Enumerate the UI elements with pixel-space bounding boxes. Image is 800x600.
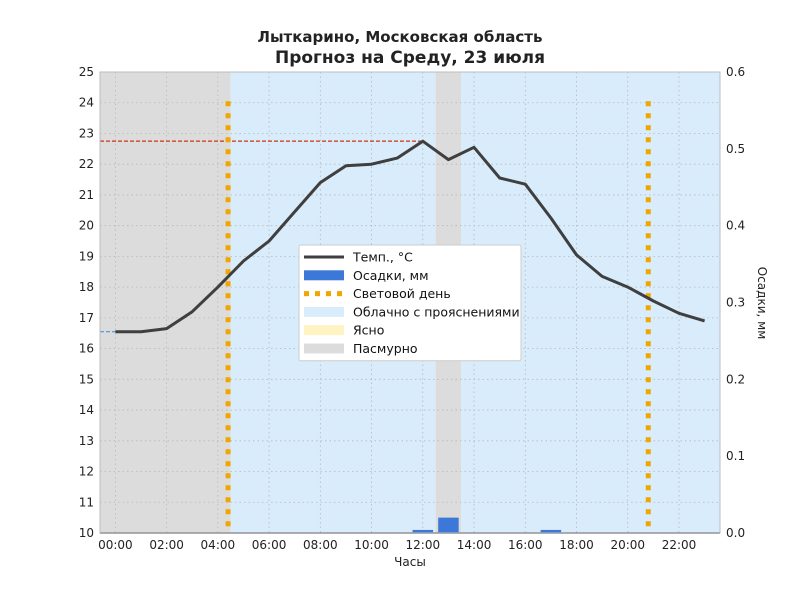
y-tick-label-left: 16	[79, 342, 94, 356]
plot-area: 00:00 02:00 04:00 06:00 08:00 10:00 12:00 14:00…	[79, 65, 745, 552]
legend: Темп., °C Осадки, мм Световой день Облачно …	[298, 244, 522, 362]
plot-frame	[99, 71, 721, 534]
legend-label: Осадки, мм	[353, 268, 429, 283]
condition-band	[100, 72, 231, 533]
precipitation-bar	[438, 517, 459, 533]
legend-swatch-condition	[304, 343, 344, 354]
x-tick-label: 04:00	[201, 538, 236, 552]
chart-subtitle: Прогноз на Среду, 23 июля	[275, 48, 545, 68]
precipitation-bar	[540, 529, 562, 533]
y-tick-label-left: 13	[79, 434, 94, 448]
legend-label: Темп., °C	[352, 250, 413, 265]
y-tick-label-left: 15	[79, 372, 94, 386]
legend-label: Пасмурно	[353, 341, 418, 356]
x-tick-label: 02:00	[149, 538, 184, 552]
precipitation-bar	[412, 529, 434, 533]
y-tick-label-right: 0.6	[726, 65, 745, 79]
x-tick-label: 12:00	[406, 538, 441, 552]
legend-swatch-condition	[304, 325, 344, 336]
y-tick-label-left: 14	[79, 403, 94, 417]
legend-label: Ясно	[353, 323, 384, 338]
y-axis-title-right: Осадки, мм	[755, 267, 769, 339]
y-tick-label-left: 17	[79, 311, 94, 325]
legend-label: Световой день	[353, 286, 451, 301]
y-tick-label-right: 0.3	[726, 296, 745, 310]
x-tick-label: 16:00	[508, 538, 543, 552]
y-tick-label-right: 0.2	[726, 372, 745, 386]
y-tick-label-left: 25	[79, 65, 94, 79]
y-tick-label-right: 0.0	[726, 526, 745, 540]
x-axis-title: Часы	[394, 555, 426, 569]
x-tick-label: 22:00	[662, 538, 697, 552]
x-tick-label: 08:00	[303, 538, 338, 552]
y-tick-label-left: 23	[79, 126, 94, 140]
legend-swatch-condition	[304, 306, 344, 317]
legend-label: Облачно с прояснениями	[353, 304, 520, 319]
y-tick-label-left: 19	[79, 249, 94, 263]
y-tick-label-right: 0.5	[726, 142, 745, 156]
y-tick-label-left: 11	[79, 495, 94, 509]
y-tick-label-left: 20	[79, 219, 94, 233]
y-tick-label-left: 18	[79, 280, 94, 294]
temperature-line	[115, 139, 706, 334]
y-tick-label-left: 24	[79, 96, 94, 110]
x-tick-label: 20:00	[610, 538, 645, 552]
y-tick-label-left: 10	[79, 526, 94, 540]
y-tick-label-left: 22	[79, 157, 94, 171]
x-tick-label: 00:00	[98, 538, 133, 552]
x-tick-label: 18:00	[559, 538, 594, 552]
y-tick-label-left: 21	[79, 188, 94, 202]
x-tick-label: 06:00	[252, 538, 287, 552]
y-tick-label-right: 0.4	[726, 219, 745, 233]
x-tick-label: 14:00	[457, 538, 492, 552]
chart-title: Лыткарино, Московская область	[258, 28, 543, 46]
legend-swatch-precipitation	[304, 270, 344, 281]
y-tick-label-right: 0.1	[726, 449, 745, 463]
y-tick-label-left: 12	[79, 465, 94, 479]
legend-box	[298, 244, 522, 362]
x-tick-label: 10:00	[354, 538, 389, 552]
